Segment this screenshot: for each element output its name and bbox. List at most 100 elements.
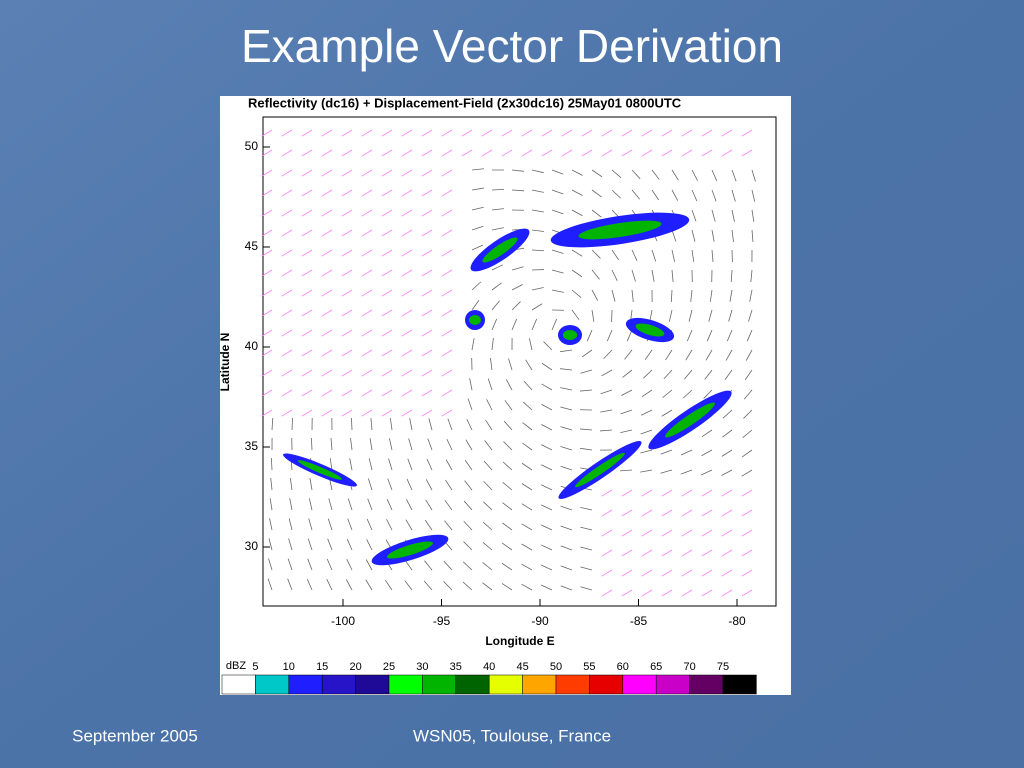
wind-vector [321,169,333,177]
echo-inner [297,460,343,480]
wind-vector [281,249,293,257]
wind-vector [421,249,433,257]
wind-vector [424,560,433,571]
wind-vector [521,149,533,157]
wind-vector [387,478,393,491]
wind-vector [551,209,564,215]
wind-vector [341,389,353,397]
wind-vector [444,520,453,531]
wind-vector [503,441,513,451]
wind-vector [381,149,393,157]
wind-vector [361,409,373,417]
wind-vector [665,349,673,361]
wind-vector [621,389,633,396]
wind-vector [289,498,293,511]
colorbar-label: 20 [349,661,361,673]
wind-vector [631,249,638,262]
wind-vector [521,462,533,471]
wind-vector [421,289,433,297]
wind-vector [541,464,553,471]
wind-vector [483,481,493,491]
wind-vector [680,469,693,475]
footer-venue: WSN05, Toulouse, France [413,726,611,745]
wind-vector [540,524,553,531]
wind-vector [409,418,413,431]
wind-vector [270,478,273,491]
wind-vector [406,499,413,511]
wind-vector [350,438,353,451]
wind-vector [301,349,313,357]
wind-vector [341,209,353,217]
wind-vector [641,129,653,137]
wind-vector [463,520,473,531]
wind-vector [441,269,453,277]
wind-vector [743,389,753,400]
wind-vector [621,149,633,157]
wind-vector [401,329,413,337]
wind-vector [586,329,593,342]
wind-vector [301,129,313,137]
wind-vector [540,584,553,591]
wind-vector [541,383,553,391]
wind-vector [541,149,553,157]
wind-vector [601,569,613,577]
wind-vector [622,369,633,378]
wind-vector [361,169,373,177]
wind-vector [327,518,333,531]
wind-vector [401,209,413,217]
colorbar-unit: dBZ [226,660,246,672]
wind-vector [441,349,453,357]
echo-inner [578,220,662,240]
wind-vector [271,417,274,431]
wind-vector [541,403,553,411]
wind-vector [688,309,693,322]
wind-vector [261,149,273,157]
colorbar-cell [488,674,523,695]
wind-vector [426,458,433,471]
colorbar-label: 75 [717,661,729,673]
wind-vector [711,189,717,202]
wind-vector [601,369,613,377]
wind-vector [731,209,735,222]
wind-vector [401,289,413,297]
wind-vector [631,289,634,302]
x-tick-label: -95 [433,614,451,628]
wind-vector [491,264,503,271]
wind-vector [281,289,293,297]
wind-vector [691,169,698,181]
wind-vector [680,449,693,456]
wind-vector [741,509,753,517]
x-tick-label: -90 [531,614,549,628]
wind-vector [511,284,523,291]
wind-vector [661,409,673,417]
wind-vector [661,489,673,497]
colorbar-cell [555,674,590,695]
wind-vector [531,189,544,193]
wind-vector [681,509,693,517]
wind-vector [591,309,595,322]
wind-vector [560,585,573,591]
wind-vector [690,289,693,302]
wind-vector [708,309,713,322]
figure: Reflectivity (dc16) + Displacement-Field… [218,95,791,695]
wind-vector [463,500,473,511]
wind-vector [704,369,713,380]
wind-vector [381,329,393,337]
wind-vector [660,449,673,455]
wind-vector [381,309,393,317]
wind-vector [361,309,373,317]
wind-vector [381,229,393,237]
x-tick-label: -85 [630,614,648,628]
wind-vector [671,169,679,181]
wind-vector [321,409,333,417]
wind-vector [571,249,583,257]
wind-vector [329,458,333,471]
colorbar-label: 65 [650,661,662,673]
echo-inner [469,315,481,325]
wind-vector [261,389,273,397]
wind-vector [721,589,733,597]
wind-vector [301,229,313,237]
wind-vector [301,409,313,417]
wind-vector [521,483,533,491]
wind-vector [321,349,333,357]
